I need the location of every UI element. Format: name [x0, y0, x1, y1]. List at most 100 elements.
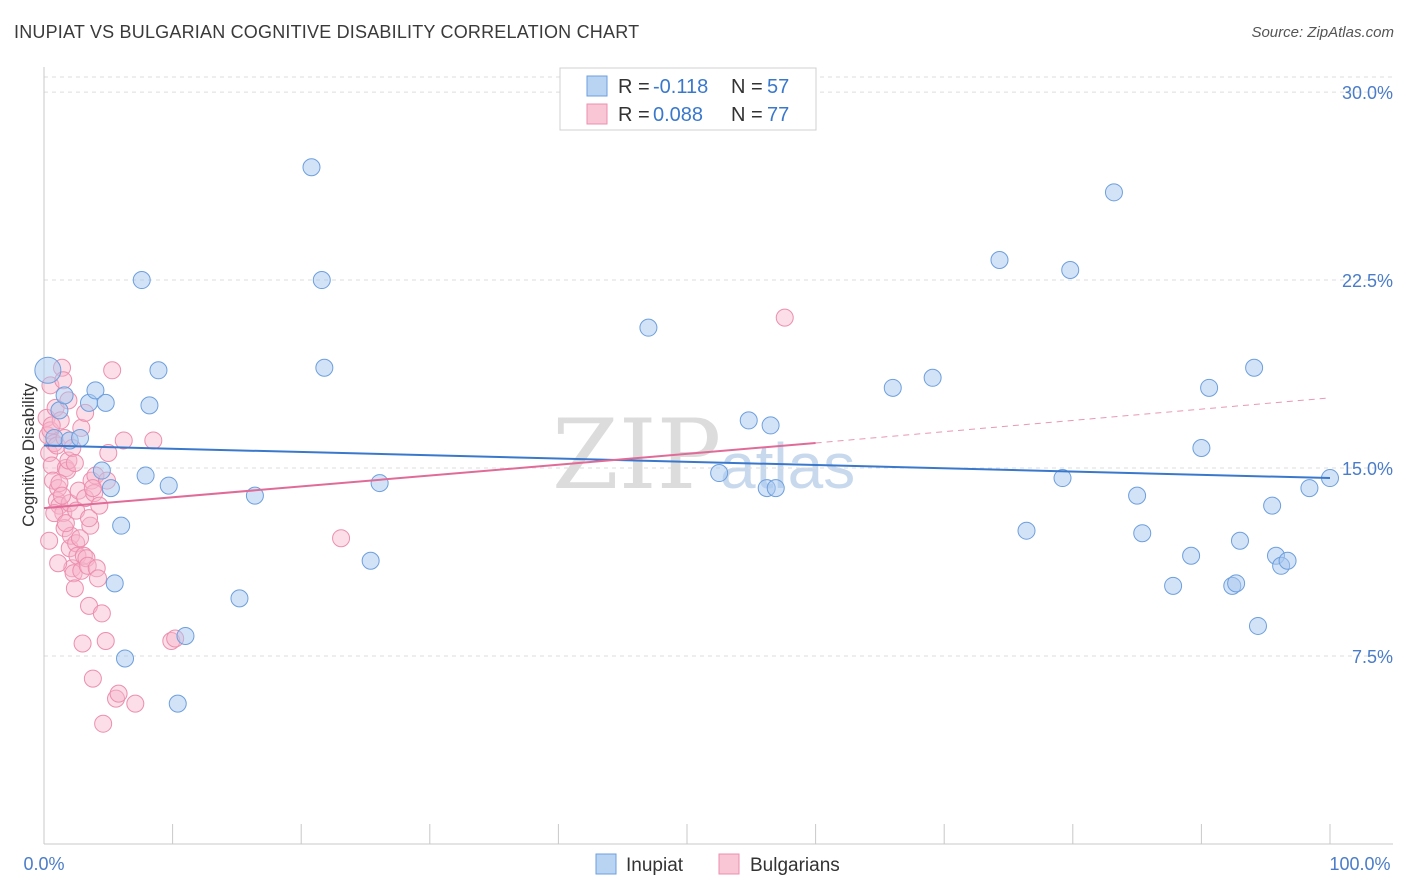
bulgarian-point	[81, 516, 100, 535]
inupiat-point	[990, 250, 1009, 269]
watermark-zip: ZIP	[552, 399, 721, 511]
legend-box: R = -0.118 N = 57 R = 0.088 N = 77	[559, 67, 817, 131]
inupiat-point	[136, 466, 155, 485]
legend-swatch-inupiat	[586, 75, 608, 97]
legend-r-value-2: 0.088	[653, 104, 703, 126]
grid-lines	[44, 76, 1393, 657]
inupiat-point	[923, 368, 942, 387]
inupiat-point	[116, 649, 135, 668]
inupiat-point	[883, 378, 902, 397]
y-tick-label: 30.0%	[1342, 83, 1393, 103]
inupiat-point	[761, 416, 780, 435]
inupiat-point	[105, 574, 124, 593]
inupiat-point	[639, 318, 658, 337]
x-tick-label: 0.0%	[23, 854, 64, 874]
bulgarian-trend-extension	[815, 397, 1331, 444]
bulgarian-point	[96, 631, 115, 650]
bulgarian-point	[49, 554, 68, 573]
inupiat-point	[315, 358, 334, 377]
legend-r-label-2: R =	[618, 104, 650, 126]
bottom-legend-bulgarians: Bulgarians	[750, 855, 840, 876]
bulgarian-point	[103, 361, 122, 380]
bottom-legend: Inupiat Bulgarians	[595, 853, 840, 876]
bulgarian-point	[126, 694, 145, 713]
legend-n-label-1: N =	[731, 76, 763, 98]
legend-r-value-1: -0.118	[653, 76, 708, 98]
inupiat-point	[176, 626, 195, 645]
inupiat-point	[112, 516, 131, 535]
inupiat-point	[86, 381, 105, 400]
y-tick-label: 7.5%	[1352, 647, 1393, 667]
legend-r-label-1: R =	[618, 76, 650, 98]
bulgarian-point	[90, 496, 109, 515]
inupiat-points	[34, 158, 1339, 713]
inupiat-point	[45, 428, 64, 447]
inupiat-point	[1164, 576, 1183, 595]
bulgarian-point	[56, 514, 75, 533]
inupiat-point	[1245, 358, 1264, 377]
bulgarian-point	[107, 689, 126, 708]
bulgarian-point	[53, 486, 72, 505]
bulgarian-points	[37, 308, 794, 733]
inupiat-point	[370, 474, 389, 493]
bulgarian-point	[65, 454, 84, 473]
inupiat-point	[361, 551, 380, 570]
inupiat-point	[1053, 469, 1072, 488]
inupiat-point	[1263, 496, 1282, 515]
bulgarian-point	[94, 714, 113, 733]
bulgarian-point	[83, 669, 102, 688]
inupiat-point	[159, 476, 178, 495]
bulgarian-point	[144, 431, 163, 450]
bulgarian-point	[89, 569, 108, 588]
legend-n-value-2: 77	[767, 104, 789, 126]
inupiat-point	[1017, 521, 1036, 540]
chart-title: INUPIAT VS BULGARIAN COGNITIVE DISABILIT…	[14, 22, 640, 42]
source-label: Source: ZipAtlas.com	[1251, 24, 1394, 41]
legend-n-value-1: 57	[767, 76, 789, 98]
bottom-legend-inupiat: Inupiat	[626, 855, 684, 876]
bulgarian-point	[74, 546, 93, 565]
inupiat-point	[92, 461, 111, 480]
inupiat-point	[55, 386, 74, 405]
inupiat-point	[1128, 486, 1147, 505]
y-tick-label: 22.5%	[1342, 271, 1393, 291]
inupiat-point	[101, 479, 120, 498]
bulgarian-point	[99, 443, 118, 462]
inupiat-point	[1182, 546, 1201, 565]
inupiat-point	[1200, 378, 1219, 397]
bulgarian-point	[69, 481, 88, 500]
bulgarian-point	[775, 308, 794, 327]
inupiat-point	[132, 271, 151, 290]
bulgarian-point	[71, 529, 90, 548]
bulgarian-point	[83, 479, 102, 498]
inupiat-point	[1300, 479, 1319, 498]
inupiat-point	[149, 361, 168, 380]
inupiat-point	[739, 411, 758, 430]
inupiat-point	[50, 401, 69, 420]
bottom-legend-swatch-inupiat	[595, 853, 617, 875]
inupiat-point	[1133, 524, 1152, 543]
trend-lines	[43, 397, 1331, 510]
bulgarian-point	[76, 489, 95, 508]
bulgarian-point	[109, 684, 128, 703]
bulgarian-point	[332, 529, 351, 548]
inupiat-point	[140, 396, 159, 415]
inupiat-point	[71, 428, 90, 447]
y-tick-label: 15.0%	[1342, 459, 1393, 479]
inupiat-point	[1061, 261, 1080, 280]
bulgarian-trend-line	[43, 441, 816, 510]
inupiat-point	[1104, 183, 1123, 202]
inupiat-point	[1248, 616, 1267, 635]
bulgarian-point	[80, 509, 99, 528]
legend-swatch-bulgarian	[586, 103, 608, 125]
inupiat-point	[1278, 551, 1297, 570]
y-axis-title: Cognitive Disability	[19, 383, 38, 527]
inupiat-trend-line	[43, 444, 1331, 480]
inupiat-point	[766, 479, 785, 498]
inupiat-point	[302, 158, 321, 177]
bottom-legend-swatch-bulgarian	[718, 853, 740, 875]
inupiat-point	[34, 356, 62, 384]
inupiat-point	[312, 271, 331, 290]
bulgarian-point	[45, 504, 64, 523]
